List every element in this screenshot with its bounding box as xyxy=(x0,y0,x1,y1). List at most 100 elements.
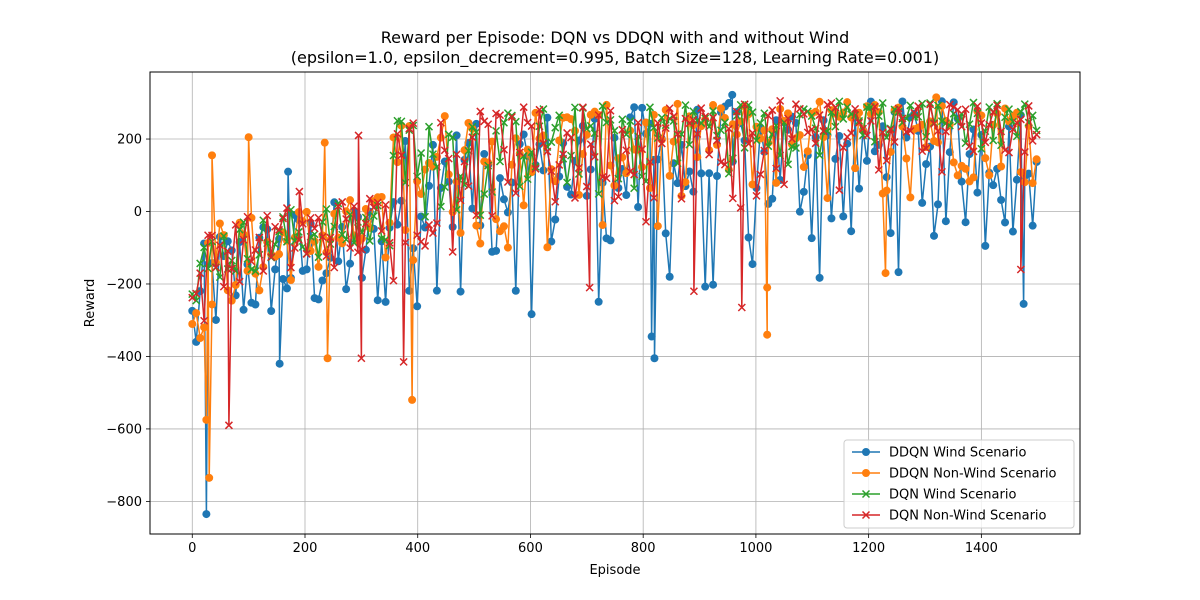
series-3 xyxy=(188,96,1041,430)
data-point xyxy=(499,145,508,154)
data-point xyxy=(570,193,580,202)
data-point xyxy=(953,105,962,114)
data-point xyxy=(284,167,293,176)
legend-marker xyxy=(862,448,870,456)
legend-label: DQN Wind Scenario xyxy=(889,488,1016,503)
data-point xyxy=(653,222,662,231)
data-point xyxy=(622,169,631,178)
data-point xyxy=(764,111,773,120)
data-point xyxy=(709,113,718,122)
data-point xyxy=(665,272,674,281)
data-point xyxy=(1024,169,1033,178)
data-point xyxy=(488,188,497,197)
data-point xyxy=(472,221,481,230)
data-point xyxy=(551,197,560,206)
data-point xyxy=(428,140,437,149)
data-point xyxy=(259,266,268,275)
data-point xyxy=(314,253,323,262)
data-point xyxy=(251,267,260,276)
data-point xyxy=(811,139,820,148)
data-point xyxy=(823,194,832,203)
data-point xyxy=(586,121,595,130)
data-point xyxy=(933,138,942,147)
data-point xyxy=(594,111,603,120)
data-point xyxy=(346,196,355,205)
data-point xyxy=(1020,178,1029,187)
data-point xyxy=(709,106,718,115)
data-point xyxy=(405,124,414,133)
data-point xyxy=(306,213,315,223)
data-point xyxy=(985,103,994,112)
data-point xyxy=(223,247,232,256)
data-point xyxy=(732,130,741,139)
legend-box xyxy=(843,439,1075,529)
data-point xyxy=(744,139,753,148)
data-point xyxy=(945,100,954,109)
data-point xyxy=(851,164,860,173)
data-point xyxy=(200,316,209,325)
data-point xyxy=(882,156,891,165)
data-point xyxy=(563,178,572,187)
data-point xyxy=(630,170,639,179)
data-point xyxy=(275,250,284,259)
data-point xyxy=(585,283,594,292)
data-point xyxy=(499,222,508,231)
data-point xyxy=(1028,221,1037,230)
data-point xyxy=(681,101,690,110)
data-point xyxy=(661,105,670,114)
data-point xyxy=(949,103,958,112)
data-point xyxy=(752,136,761,145)
data-point xyxy=(997,127,1006,136)
data-point xyxy=(922,160,931,169)
x-tick-label: 400 xyxy=(405,541,430,556)
data-point xyxy=(424,220,434,229)
data-point xyxy=(898,97,907,106)
data-point xyxy=(326,233,335,242)
data-point xyxy=(634,118,643,127)
data-point xyxy=(381,253,390,262)
data-point xyxy=(503,243,512,252)
data-point xyxy=(886,229,895,238)
data-point xyxy=(231,220,240,229)
data-point xyxy=(831,103,840,112)
data-point xyxy=(878,128,887,137)
data-point xyxy=(208,300,216,309)
data-point xyxy=(941,217,950,226)
data-point xyxy=(484,120,493,129)
data-point xyxy=(279,275,288,284)
data-point xyxy=(791,143,800,153)
data-point xyxy=(815,273,824,282)
data-point xyxy=(211,263,220,272)
data-point xyxy=(953,171,962,180)
data-point xyxy=(215,241,224,250)
data-point xyxy=(200,243,209,252)
data-point xyxy=(697,104,706,113)
data-point xyxy=(448,222,457,231)
data-point xyxy=(630,184,639,193)
data-point xyxy=(799,162,808,171)
data-point xyxy=(862,131,871,140)
data-point xyxy=(647,332,656,341)
data-point xyxy=(973,102,982,111)
data-point xyxy=(653,119,662,128)
data-point xyxy=(847,129,856,138)
data-point xyxy=(511,286,520,295)
data-point xyxy=(409,256,418,265)
data-point xyxy=(207,231,217,240)
data-point xyxy=(937,167,946,176)
legend-label: DDQN Non-Wind Scenario xyxy=(889,467,1057,482)
data-point xyxy=(669,112,678,121)
data-point xyxy=(618,125,627,134)
y-tick-label: 200 xyxy=(117,133,142,148)
data-point xyxy=(914,102,923,111)
data-point xyxy=(705,150,714,159)
legend-label: DQN Non-Wind Scenario xyxy=(889,509,1047,524)
data-point xyxy=(807,234,816,243)
data-point xyxy=(239,235,248,244)
data-point xyxy=(244,133,253,142)
data-point xyxy=(211,315,220,324)
data-point xyxy=(219,282,228,291)
data-point xyxy=(744,110,753,119)
data-point xyxy=(515,148,524,157)
data-point xyxy=(369,211,378,221)
